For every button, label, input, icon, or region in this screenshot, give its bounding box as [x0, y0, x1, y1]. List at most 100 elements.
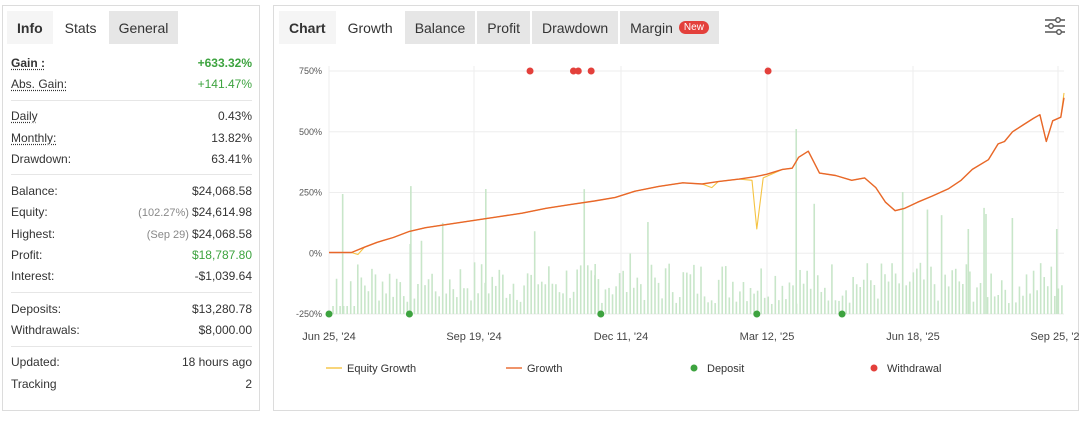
activity-bar — [548, 266, 550, 314]
y-tick-label: 0% — [309, 248, 322, 258]
activity-bar — [778, 300, 780, 314]
tab-profit[interactable]: Profit — [477, 11, 530, 44]
activity-bar — [933, 284, 936, 314]
activity-bar — [590, 270, 593, 314]
activity-bar — [485, 189, 487, 314]
highest-row: Highest: (Sep 29) $24,068.58 — [11, 223, 252, 244]
activity-bar — [1046, 286, 1049, 314]
interest-value: -$1,039.64 — [194, 269, 252, 284]
updated-row: Updated: 18 hours ago — [11, 352, 252, 373]
withdrawals-row: Withdrawals: $8,000.00 — [11, 319, 252, 340]
gain-label[interactable]: Gain : — [11, 55, 46, 70]
activity-bar — [689, 274, 692, 314]
monthly-row: Monthly: 13.82% — [11, 127, 252, 148]
activity-bar — [562, 293, 564, 314]
x-tick-label: Mar 12, '25 — [740, 331, 795, 343]
monthly-label[interactable]: Monthly: — [11, 130, 57, 145]
growth-chart: 750% 500% 250% 0% -250% Jun 25, '24 Sep 19, '2… — [296, 66, 1080, 375]
y-tick-label: 250% — [299, 188, 322, 198]
gain-value: +633.32% — [197, 55, 252, 70]
daily-row: Daily 0.43% — [11, 106, 252, 127]
activity-bar — [399, 282, 402, 314]
tracking-label: Tracking — [11, 376, 57, 391]
activity-bar — [841, 295, 844, 314]
stats-tabs: Info Stats General — [3, 6, 259, 44]
deposits-value: $13,280.78 — [191, 301, 252, 316]
tab-drawdown[interactable]: Drawdown — [531, 11, 619, 44]
daily-label[interactable]: Daily — [11, 109, 38, 124]
activity-bar — [770, 303, 773, 314]
sliders-icon[interactable] — [1044, 16, 1066, 36]
activity-bar — [576, 269, 578, 314]
activity-bar — [753, 293, 755, 314]
highest-value: $24,068.58 — [191, 226, 252, 241]
activity-bar — [958, 281, 961, 314]
activity-bar — [944, 274, 946, 314]
drawdown-value: 63.41% — [211, 151, 252, 166]
activity-bar — [427, 279, 430, 314]
activity-bar — [947, 286, 950, 314]
activity-bar — [707, 302, 709, 314]
stats-list: Gain : +633.32% Abs. Gain: +141.47% Dail… — [3, 44, 259, 394]
activity-bar — [512, 283, 515, 314]
withdrawal-marker — [587, 67, 595, 75]
withdrawal-marker — [569, 67, 577, 75]
tab-balance[interactable]: Balance — [404, 11, 476, 44]
activity-bar — [480, 264, 483, 314]
activity-bar — [767, 296, 770, 314]
equity-label: Equity: — [11, 205, 48, 220]
legend-deposit[interactable]: Deposit — [690, 363, 745, 375]
activity-bar — [742, 282, 745, 314]
highest-value-wrap: (Sep 29) $24,068.58 — [147, 227, 252, 241]
activity-bar — [668, 263, 670, 314]
activity-bar — [1000, 280, 1003, 314]
activity-bar — [845, 290, 847, 314]
updated-label: Updated: — [11, 355, 60, 370]
activity-bar — [799, 269, 801, 314]
activity-bar — [682, 272, 685, 314]
activity-bar — [611, 294, 614, 314]
activity-bar — [954, 268, 957, 314]
activity-bar — [870, 280, 872, 314]
activity-bar — [388, 273, 391, 314]
x-tick-label: Dec 11, '24 — [594, 331, 648, 343]
abs-gain-label[interactable]: Abs. Gain: — [11, 76, 68, 91]
activity-bar — [378, 300, 380, 314]
tab-chart[interactable]: Chart — [279, 11, 336, 44]
activity-bar — [880, 263, 883, 314]
chart-tabs: Chart Growth Balance Profit Drawdown Mar… — [279, 11, 719, 44]
activity-bar — [413, 298, 416, 314]
activity-bar — [806, 270, 808, 314]
activity-bar — [597, 279, 600, 314]
activity-bar — [459, 269, 462, 314]
activity-bar — [760, 268, 762, 314]
activity-bar — [491, 276, 494, 314]
activity-bar — [802, 283, 805, 314]
tab-info[interactable]: Info — [7, 11, 53, 44]
legend-growth[interactable]: Growth — [506, 363, 562, 375]
activity-bar — [696, 293, 699, 314]
activity-bar — [530, 274, 532, 314]
tab-stats[interactable]: Stats — [54, 11, 107, 44]
tab-growth[interactable]: Growth — [337, 11, 403, 44]
activity-bar — [1029, 293, 1031, 314]
activity-bar — [555, 284, 557, 314]
activity-bar — [657, 282, 660, 314]
activity-bar — [703, 296, 706, 314]
legend-equity-growth[interactable]: Equity Growth — [326, 363, 416, 375]
withdrawal-marker — [574, 67, 582, 75]
legend-withdrawal[interactable]: Withdrawal — [870, 363, 942, 375]
tab-general[interactable]: General — [108, 11, 179, 44]
activity-bar — [569, 298, 571, 314]
activity-bar — [402, 296, 405, 314]
activity-bar — [678, 297, 681, 314]
activity-bar — [1025, 274, 1028, 314]
deposit-marker — [405, 310, 413, 318]
tab-margin[interactable]: Margin New — [620, 11, 719, 44]
activity-bar — [1011, 217, 1014, 314]
activity-bar — [498, 269, 501, 314]
activity-bar — [993, 296, 996, 314]
abs-gain-row: Abs. Gain: +141.47% — [11, 73, 252, 94]
activity-bar — [346, 306, 348, 314]
activity-bar — [834, 300, 837, 314]
